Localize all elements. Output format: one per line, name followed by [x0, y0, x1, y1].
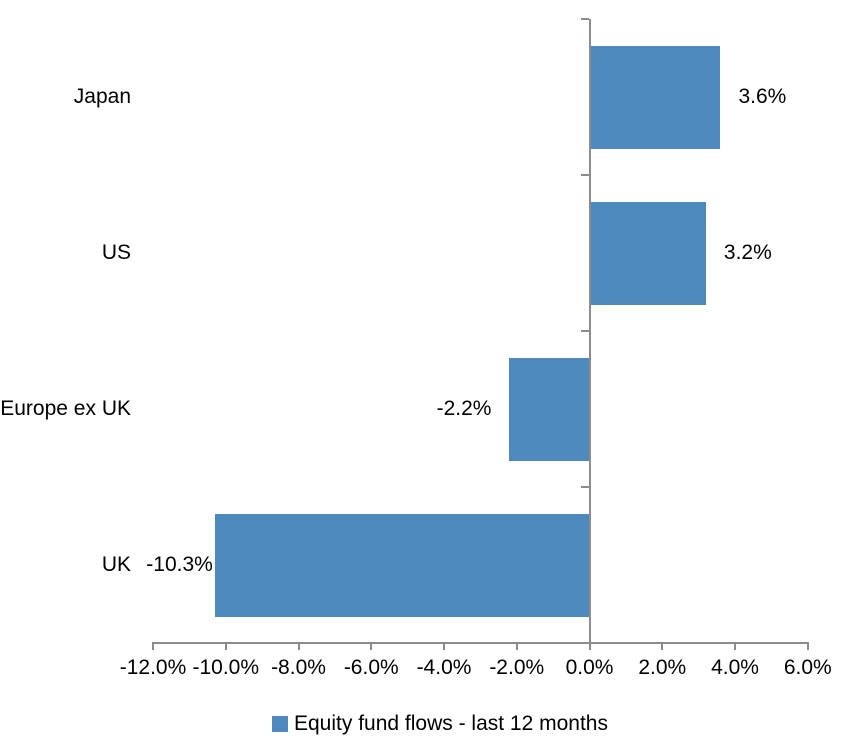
x-tick--8-0-	[297, 643, 300, 650]
category-label-uk: UK	[101, 553, 131, 576]
x-tick-label--2-0-: -2.0%	[489, 656, 545, 679]
x-tick-0-0-	[588, 643, 591, 650]
data-label-europe-ex-uk: -2.2%	[436, 397, 492, 420]
x-tick--6-0-	[370, 643, 373, 650]
y-tick-1	[580, 174, 589, 176]
bar-uk	[214, 513, 590, 617]
y-tick-3	[580, 486, 589, 488]
x-tick-label--4-0-: -4.0%	[416, 656, 472, 679]
x-tick--2-0-	[515, 643, 518, 650]
x-tick-label-4-0-: 4.0%	[711, 656, 759, 679]
x-tick--4-0-	[443, 643, 445, 650]
y-tick-0	[580, 18, 589, 20]
x-tick-label--8-0-: -8.0%	[271, 656, 326, 679]
data-label-us: 3.2%	[723, 241, 772, 264]
x-tick-label-2-0-: 2.0%	[638, 656, 687, 679]
bar-japan	[589, 45, 721, 149]
category-label-europe-ex-uk: Europe ex UK	[0, 397, 131, 420]
y-tick-2	[580, 330, 589, 332]
x-tick-2-0-	[661, 643, 664, 650]
x-tick-label--6-0-: -6.0%	[343, 656, 399, 679]
x-tick-label--12-0-: -12.0%	[119, 656, 187, 679]
legend: Equity fund flows - last 12 months	[272, 712, 608, 736]
legend-swatch	[272, 716, 288, 732]
bar-europe-ex-uk	[509, 357, 590, 461]
x-tick-4-0-	[734, 643, 736, 650]
data-label-uk: -10.3%	[146, 553, 213, 576]
x-tick-label-6-0-: 6.0%	[783, 656, 832, 679]
bar-us	[589, 201, 706, 305]
category-label-japan: Japan	[73, 85, 131, 108]
x-axis-line	[152, 642, 809, 644]
x-tick--10-0-	[224, 643, 227, 650]
legend-label: Equity fund flows - last 12 months	[294, 712, 608, 735]
x-tick-label--10-0-: -10.0%	[192, 656, 260, 679]
x-tick-6-0-	[806, 643, 809, 650]
category-label-us: US	[101, 241, 131, 264]
data-label-japan: 3.6%	[738, 85, 787, 108]
x-tick-label-0-0-: 0.0%	[565, 656, 614, 679]
x-tick--12-0-	[152, 643, 154, 650]
y-axis-line	[588, 19, 591, 643]
